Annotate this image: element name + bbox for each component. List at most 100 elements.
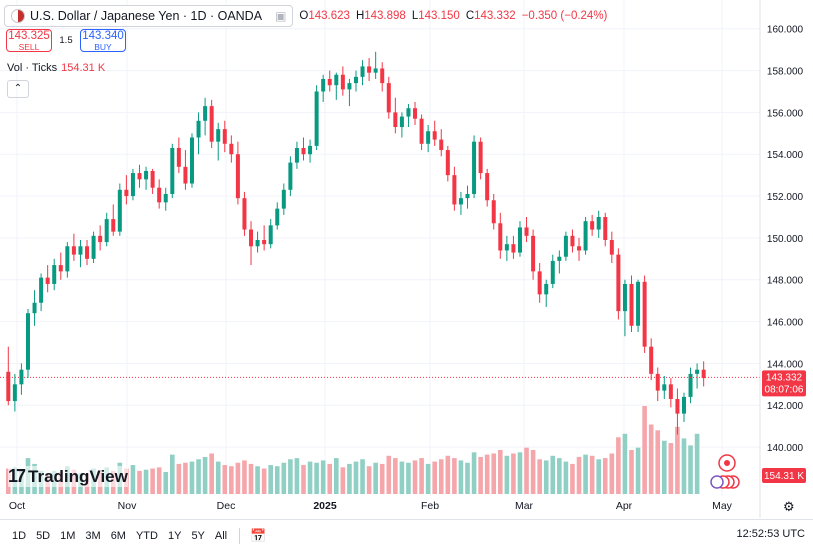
price-axis: 160.000 158.000 156.000 154.000 152.000 150.0… — [767, 25, 804, 454]
candle — [642, 275, 647, 353]
candle-body — [255, 240, 260, 247]
range-1y[interactable]: 1Y — [167, 529, 182, 542]
sell-button[interactable]: 143.325 SELL — [6, 29, 52, 52]
range-5d[interactable]: 5D — [36, 529, 51, 542]
candle — [39, 273, 44, 312]
volume-bar — [629, 450, 634, 494]
volume-bar — [255, 466, 260, 494]
price-tick-label: 144.000 — [767, 359, 804, 370]
candle — [275, 202, 280, 230]
volume-bar — [642, 406, 647, 494]
utc-clock[interactable]: 12:52:53 UTC — [736, 528, 805, 540]
candle-body — [596, 216, 601, 230]
spread-value: 1.5 — [59, 35, 73, 46]
candle — [413, 101, 418, 125]
candle-body — [681, 396, 686, 414]
time-tick-label: Nov — [118, 500, 137, 512]
candle-body — [301, 147, 306, 155]
candle-body — [465, 193, 470, 199]
volume-bar — [425, 463, 431, 494]
candle — [255, 231, 260, 253]
volume-bar — [616, 437, 621, 494]
candle-body — [353, 76, 358, 84]
candle — [583, 216, 588, 255]
candle — [399, 112, 404, 138]
currency-flag-icon — [11, 9, 25, 23]
close-value: 143.332 — [474, 10, 516, 22]
candle — [373, 51, 378, 79]
calendar-icon[interactable]: 📅 — [250, 527, 267, 543]
candle — [117, 183, 122, 236]
time-tick-label: Oct — [9, 500, 25, 512]
symbol-title: U.S. Dollar / Japanese Yen · 1D · OANDA — [30, 9, 263, 23]
candle-body — [517, 227, 522, 253]
candle — [150, 168, 155, 194]
price-tick-label: 152.000 — [767, 192, 804, 203]
event-markers[interactable] — [710, 454, 740, 489]
candle-body — [288, 162, 293, 190]
toolbar-divider — [239, 527, 241, 544]
candle — [452, 166, 457, 211]
range-ytd[interactable]: YTD — [135, 529, 158, 542]
volume-bar — [235, 462, 241, 494]
range-all[interactable]: All — [214, 529, 228, 542]
symbol-selector[interactable]: U.S. Dollar / Japanese Yen · 1D · OANDA … — [4, 5, 294, 27]
candle-body — [275, 208, 280, 226]
candle — [386, 76, 391, 119]
candle-body — [314, 91, 319, 146]
candle — [65, 242, 70, 278]
candle-body — [124, 189, 129, 197]
candle-body — [675, 398, 680, 414]
candle-body — [262, 240, 267, 245]
candle-body — [196, 120, 201, 138]
price-tick-label: 140.000 — [767, 443, 804, 454]
range-6m[interactable]: 6M — [110, 529, 126, 542]
candle — [170, 143, 175, 199]
candle — [577, 237, 582, 261]
range-1m[interactable]: 1M — [60, 529, 76, 542]
candle — [426, 124, 431, 153]
candle — [163, 187, 168, 211]
countdown-label: 08:07:06 — [765, 384, 804, 395]
candle-body — [695, 369, 700, 374]
candle — [662, 375, 667, 399]
candle-body — [485, 173, 490, 201]
volume-bar — [517, 452, 523, 494]
volume-bar — [209, 453, 214, 494]
time-tick-label: May — [712, 500, 733, 512]
volume-bar — [248, 463, 254, 494]
range-1d[interactable]: 1D — [12, 529, 27, 542]
range-3m[interactable]: 3M — [85, 529, 101, 542]
collapse-legend-button[interactable]: ⌃ — [7, 80, 29, 98]
volume-bar — [373, 462, 378, 494]
candle-body — [472, 141, 477, 194]
volume-bar — [419, 458, 424, 494]
volume-bar — [609, 453, 615, 494]
volume-bar — [229, 466, 234, 494]
volume-bar — [596, 459, 601, 494]
volume-bar — [360, 459, 365, 494]
candle-body — [622, 283, 627, 312]
settings-gear-icon[interactable]: ⚙ — [783, 499, 795, 514]
volume-bar — [327, 463, 333, 494]
volume-bar — [412, 460, 418, 494]
candle-body — [150, 170, 155, 188]
candle — [504, 235, 509, 261]
candle — [636, 279, 641, 333]
time-axis: Oct Nov Dec 2025 Feb Mar Apr May — [9, 500, 733, 512]
buy-button[interactable]: 143.340 BUY — [80, 29, 126, 52]
candle — [281, 183, 286, 215]
volume-bar — [452, 458, 457, 494]
candle — [137, 164, 142, 188]
volume-bar — [301, 465, 306, 494]
compare-icon[interactable]: ▣ — [275, 9, 287, 23]
price-tick-label: 150.000 — [767, 234, 804, 245]
candle-body — [531, 235, 536, 272]
range-5y[interactable]: 5Y — [191, 529, 205, 542]
candle-body — [334, 74, 339, 86]
candle — [98, 225, 103, 251]
candle-body — [386, 83, 391, 113]
candle-body — [524, 227, 529, 236]
volume-bar — [675, 426, 680, 494]
candle-body — [413, 108, 418, 119]
